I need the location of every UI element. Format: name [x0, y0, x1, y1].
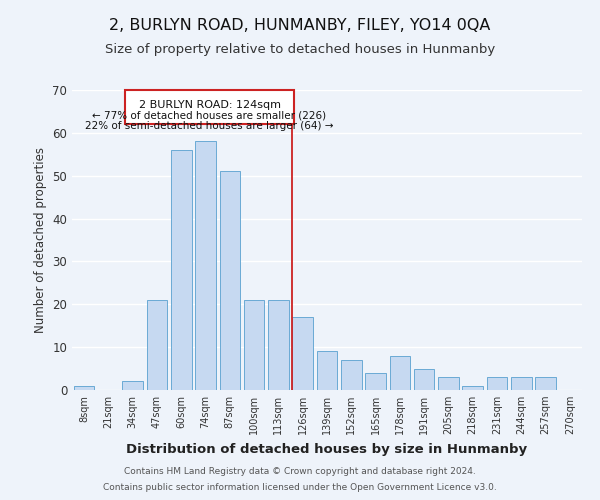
Bar: [244, 300, 265, 390]
Bar: [171, 150, 191, 390]
Bar: [365, 373, 386, 390]
Bar: [220, 172, 240, 390]
Text: Contains public sector information licensed under the Open Government Licence v3: Contains public sector information licen…: [103, 484, 497, 492]
Bar: [414, 368, 434, 390]
Text: ← 77% of detached houses are smaller (226): ← 77% of detached houses are smaller (22…: [92, 110, 326, 120]
Bar: [122, 382, 143, 390]
Bar: [146, 300, 167, 390]
Text: Size of property relative to detached houses in Hunmanby: Size of property relative to detached ho…: [105, 42, 495, 56]
Bar: [341, 360, 362, 390]
Text: Contains HM Land Registry data © Crown copyright and database right 2024.: Contains HM Land Registry data © Crown c…: [124, 467, 476, 476]
X-axis label: Distribution of detached houses by size in Hunmanby: Distribution of detached houses by size …: [127, 442, 527, 456]
Bar: [74, 386, 94, 390]
Bar: [389, 356, 410, 390]
Bar: [463, 386, 483, 390]
Bar: [487, 377, 508, 390]
Bar: [438, 377, 459, 390]
Text: 2, BURLYN ROAD, HUNMANBY, FILEY, YO14 0QA: 2, BURLYN ROAD, HUNMANBY, FILEY, YO14 0Q…: [109, 18, 491, 32]
Bar: [292, 317, 313, 390]
Y-axis label: Number of detached properties: Number of detached properties: [34, 147, 47, 333]
Bar: [535, 377, 556, 390]
Bar: [317, 352, 337, 390]
Bar: [511, 377, 532, 390]
Bar: [268, 300, 289, 390]
Text: 22% of semi-detached houses are larger (64) →: 22% of semi-detached houses are larger (…: [85, 122, 334, 132]
FancyBboxPatch shape: [125, 90, 293, 124]
Bar: [195, 142, 216, 390]
Text: 2 BURLYN ROAD: 124sqm: 2 BURLYN ROAD: 124sqm: [139, 100, 281, 110]
